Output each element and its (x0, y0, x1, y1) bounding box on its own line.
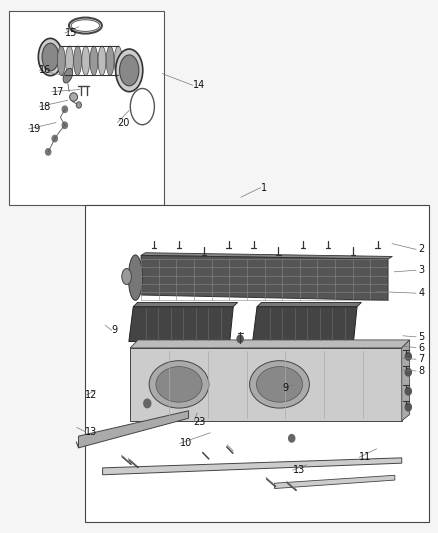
Polygon shape (141, 255, 388, 301)
Polygon shape (102, 458, 402, 475)
Text: 16: 16 (39, 66, 52, 75)
Polygon shape (130, 340, 410, 348)
Ellipse shape (57, 46, 65, 76)
Text: 9: 9 (283, 383, 289, 393)
Circle shape (62, 122, 67, 128)
Ellipse shape (120, 55, 139, 86)
Polygon shape (133, 302, 238, 306)
Ellipse shape (256, 367, 303, 402)
Text: 1: 1 (261, 183, 267, 192)
Text: 12: 12 (85, 391, 98, 400)
Circle shape (52, 135, 57, 142)
Ellipse shape (39, 38, 63, 76)
Text: 4: 4 (418, 288, 424, 298)
Polygon shape (275, 475, 395, 489)
Text: 10: 10 (180, 439, 192, 448)
Text: 13: 13 (293, 465, 305, 475)
Bar (9, 11, 164, 205)
Ellipse shape (114, 46, 122, 76)
Ellipse shape (76, 102, 81, 108)
Text: 3: 3 (418, 265, 424, 275)
Ellipse shape (106, 46, 114, 76)
Text: 2: 2 (418, 245, 424, 254)
Text: 5: 5 (418, 332, 424, 342)
Ellipse shape (128, 255, 142, 300)
Text: 20: 20 (117, 118, 130, 127)
Circle shape (46, 149, 51, 155)
Polygon shape (129, 306, 233, 342)
Polygon shape (141, 253, 392, 259)
Text: 14: 14 (193, 80, 205, 90)
Ellipse shape (90, 46, 98, 76)
Text: 23: 23 (194, 417, 206, 427)
Text: 6: 6 (418, 343, 424, 352)
Ellipse shape (74, 46, 81, 76)
Ellipse shape (122, 269, 131, 285)
Ellipse shape (156, 367, 202, 402)
Circle shape (62, 106, 67, 112)
Ellipse shape (63, 68, 73, 83)
Text: 13: 13 (85, 427, 98, 437)
Ellipse shape (250, 361, 309, 408)
Circle shape (405, 353, 411, 360)
Text: 8: 8 (418, 366, 424, 376)
Circle shape (237, 335, 243, 343)
Circle shape (405, 387, 411, 395)
Polygon shape (78, 411, 188, 448)
Circle shape (144, 399, 151, 408)
Circle shape (405, 368, 411, 376)
Ellipse shape (116, 49, 143, 92)
Polygon shape (257, 302, 361, 306)
Text: 19: 19 (28, 124, 41, 134)
Circle shape (405, 403, 411, 411)
Text: 7: 7 (418, 354, 424, 364)
Polygon shape (253, 306, 357, 342)
Text: 18: 18 (39, 102, 52, 111)
Text: 11: 11 (359, 453, 371, 462)
Ellipse shape (98, 46, 106, 76)
Ellipse shape (70, 93, 78, 101)
Text: 9: 9 (112, 326, 118, 335)
Bar (85, 205, 429, 522)
Ellipse shape (82, 46, 90, 76)
Circle shape (289, 434, 295, 442)
Ellipse shape (42, 43, 59, 71)
Polygon shape (402, 340, 410, 421)
Ellipse shape (66, 46, 74, 76)
Ellipse shape (149, 361, 209, 408)
Text: 15: 15 (65, 28, 77, 38)
Text: 17: 17 (52, 87, 64, 96)
Polygon shape (130, 348, 402, 421)
